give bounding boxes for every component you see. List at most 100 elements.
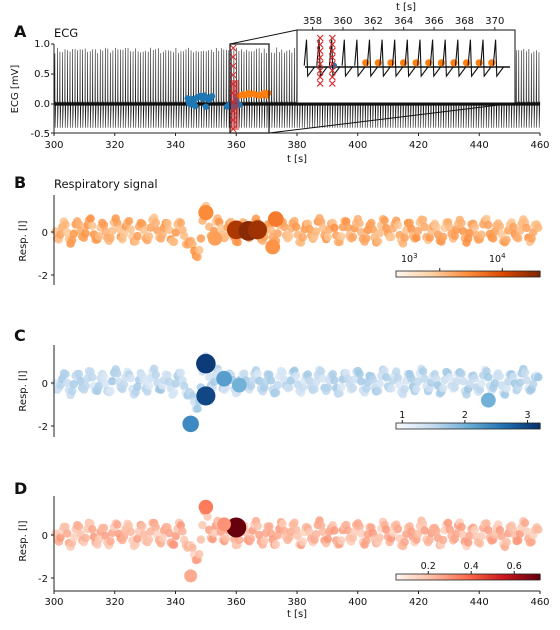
colorbar-d-segment xyxy=(406,574,409,580)
colorbar-c-segment xyxy=(454,423,457,429)
colorbar-d-segment xyxy=(446,574,449,580)
resp-d-xtick-label: 340 xyxy=(166,597,185,608)
resp-point xyxy=(407,224,416,233)
colorbar-b-segment xyxy=(418,271,421,277)
colorbar-c-segment xyxy=(424,423,427,429)
resp-point xyxy=(164,528,174,538)
resp-d-scatter xyxy=(51,499,543,583)
colorbar-b-segment xyxy=(464,271,467,277)
colorbar-b-segment xyxy=(472,271,475,277)
resp-point xyxy=(400,384,409,394)
colorbar-b-frame xyxy=(395,270,541,278)
colorbar-d-tick-label: 0.2 xyxy=(421,561,436,572)
resp-point xyxy=(497,532,506,541)
resp-point xyxy=(99,220,109,230)
resp-highlight-point xyxy=(184,569,198,583)
resp-point xyxy=(62,378,72,388)
resp-point xyxy=(88,525,97,534)
colorbar-c-frame xyxy=(395,422,541,430)
panel-c: C 0 -2 Resp. [l] 1 2 3 xyxy=(14,326,543,437)
colorbar-d-segment xyxy=(520,574,523,580)
colorbar-b-segment xyxy=(518,271,521,277)
colorbar-c-segment xyxy=(452,423,455,429)
resp-highlight-point xyxy=(198,499,214,515)
resp-point xyxy=(101,531,110,541)
colorbar-b-segment xyxy=(412,271,415,277)
resp-point xyxy=(265,522,274,531)
resp-point xyxy=(432,374,441,383)
colorbar-d-segment xyxy=(534,574,537,580)
inset-red-x-marker xyxy=(316,34,324,42)
resp-point xyxy=(459,530,468,540)
resp-point xyxy=(495,372,505,381)
colorbar-c-segment xyxy=(526,423,529,429)
ecg-xtick-label: 420 xyxy=(409,140,428,151)
colorbar-c-segment xyxy=(418,423,421,429)
colorbar-d-segment xyxy=(424,574,427,580)
inset-xtick-label: 360 xyxy=(333,16,352,27)
resp-point xyxy=(180,231,189,240)
resp-point xyxy=(413,529,423,539)
resp-point xyxy=(412,384,421,394)
resp-point xyxy=(180,381,189,391)
colorbar-b-segment xyxy=(476,271,479,277)
colorbar-c-segment xyxy=(434,423,437,429)
resp-point xyxy=(452,529,461,538)
colorbar-c-segment xyxy=(538,423,541,429)
resp-point xyxy=(126,374,135,383)
resp-point xyxy=(266,226,276,235)
colorbar-d-segment xyxy=(476,574,479,580)
resp-point xyxy=(509,222,518,232)
resp-point xyxy=(285,231,294,241)
colorbar-b-segment xyxy=(478,271,481,277)
resp-point xyxy=(101,379,110,389)
colorbar-b-segment xyxy=(436,271,439,277)
colorbar-b-segment xyxy=(492,271,495,277)
resp-point xyxy=(457,369,466,378)
resp-point xyxy=(330,223,339,232)
colorbar-c-segment xyxy=(518,423,521,429)
colorbar-c-segment xyxy=(406,423,409,429)
resp-highlight-point xyxy=(198,205,214,221)
colorbar-c-segment xyxy=(496,423,499,429)
resp-point xyxy=(400,233,409,242)
resp-point xyxy=(337,383,346,392)
resp-point xyxy=(61,522,70,531)
colorbar-d-segment xyxy=(482,574,485,580)
resp-point xyxy=(316,521,326,530)
colorbar-d-segment xyxy=(488,574,491,580)
resp-b-ytick--2: -2 xyxy=(38,271,48,282)
resp-point xyxy=(119,532,129,541)
colorbar-d-segment xyxy=(456,574,459,580)
resp-point xyxy=(196,234,206,243)
resp-point xyxy=(68,235,77,245)
colorbar-d-segment xyxy=(484,574,487,580)
resp-point xyxy=(445,525,454,534)
inset-xtick-label: 358 xyxy=(303,16,322,27)
resp-point xyxy=(357,377,366,386)
colorbar-b-segment xyxy=(482,271,485,277)
inset-red-x-marker xyxy=(316,67,324,74)
resp-point xyxy=(178,527,187,536)
resp-point xyxy=(158,534,167,543)
resp-point xyxy=(355,522,364,531)
colorbar-c-segment xyxy=(432,423,435,429)
resp-point xyxy=(290,518,299,527)
colorbar-d-segment xyxy=(494,574,497,580)
colorbar-b-segment xyxy=(512,271,515,277)
resp-point xyxy=(99,372,109,381)
ecg-red-x-marker xyxy=(229,62,237,70)
colorbar-c-segment xyxy=(516,423,519,429)
colorbar-d-segment xyxy=(430,574,433,580)
resp-point xyxy=(413,377,423,386)
resp-point xyxy=(515,378,525,387)
resp-d-y-label: Resp. [l] xyxy=(18,520,29,561)
resp-point xyxy=(375,533,384,542)
resp-point xyxy=(470,222,479,232)
resp-point xyxy=(138,219,147,229)
colorbar-d-segment xyxy=(466,574,469,580)
colorbar-b-tick-1e4: 104 xyxy=(489,252,506,265)
colorbar-c-segment xyxy=(510,423,513,429)
resp-point xyxy=(171,531,180,541)
colorbar-c-segment xyxy=(490,423,493,429)
